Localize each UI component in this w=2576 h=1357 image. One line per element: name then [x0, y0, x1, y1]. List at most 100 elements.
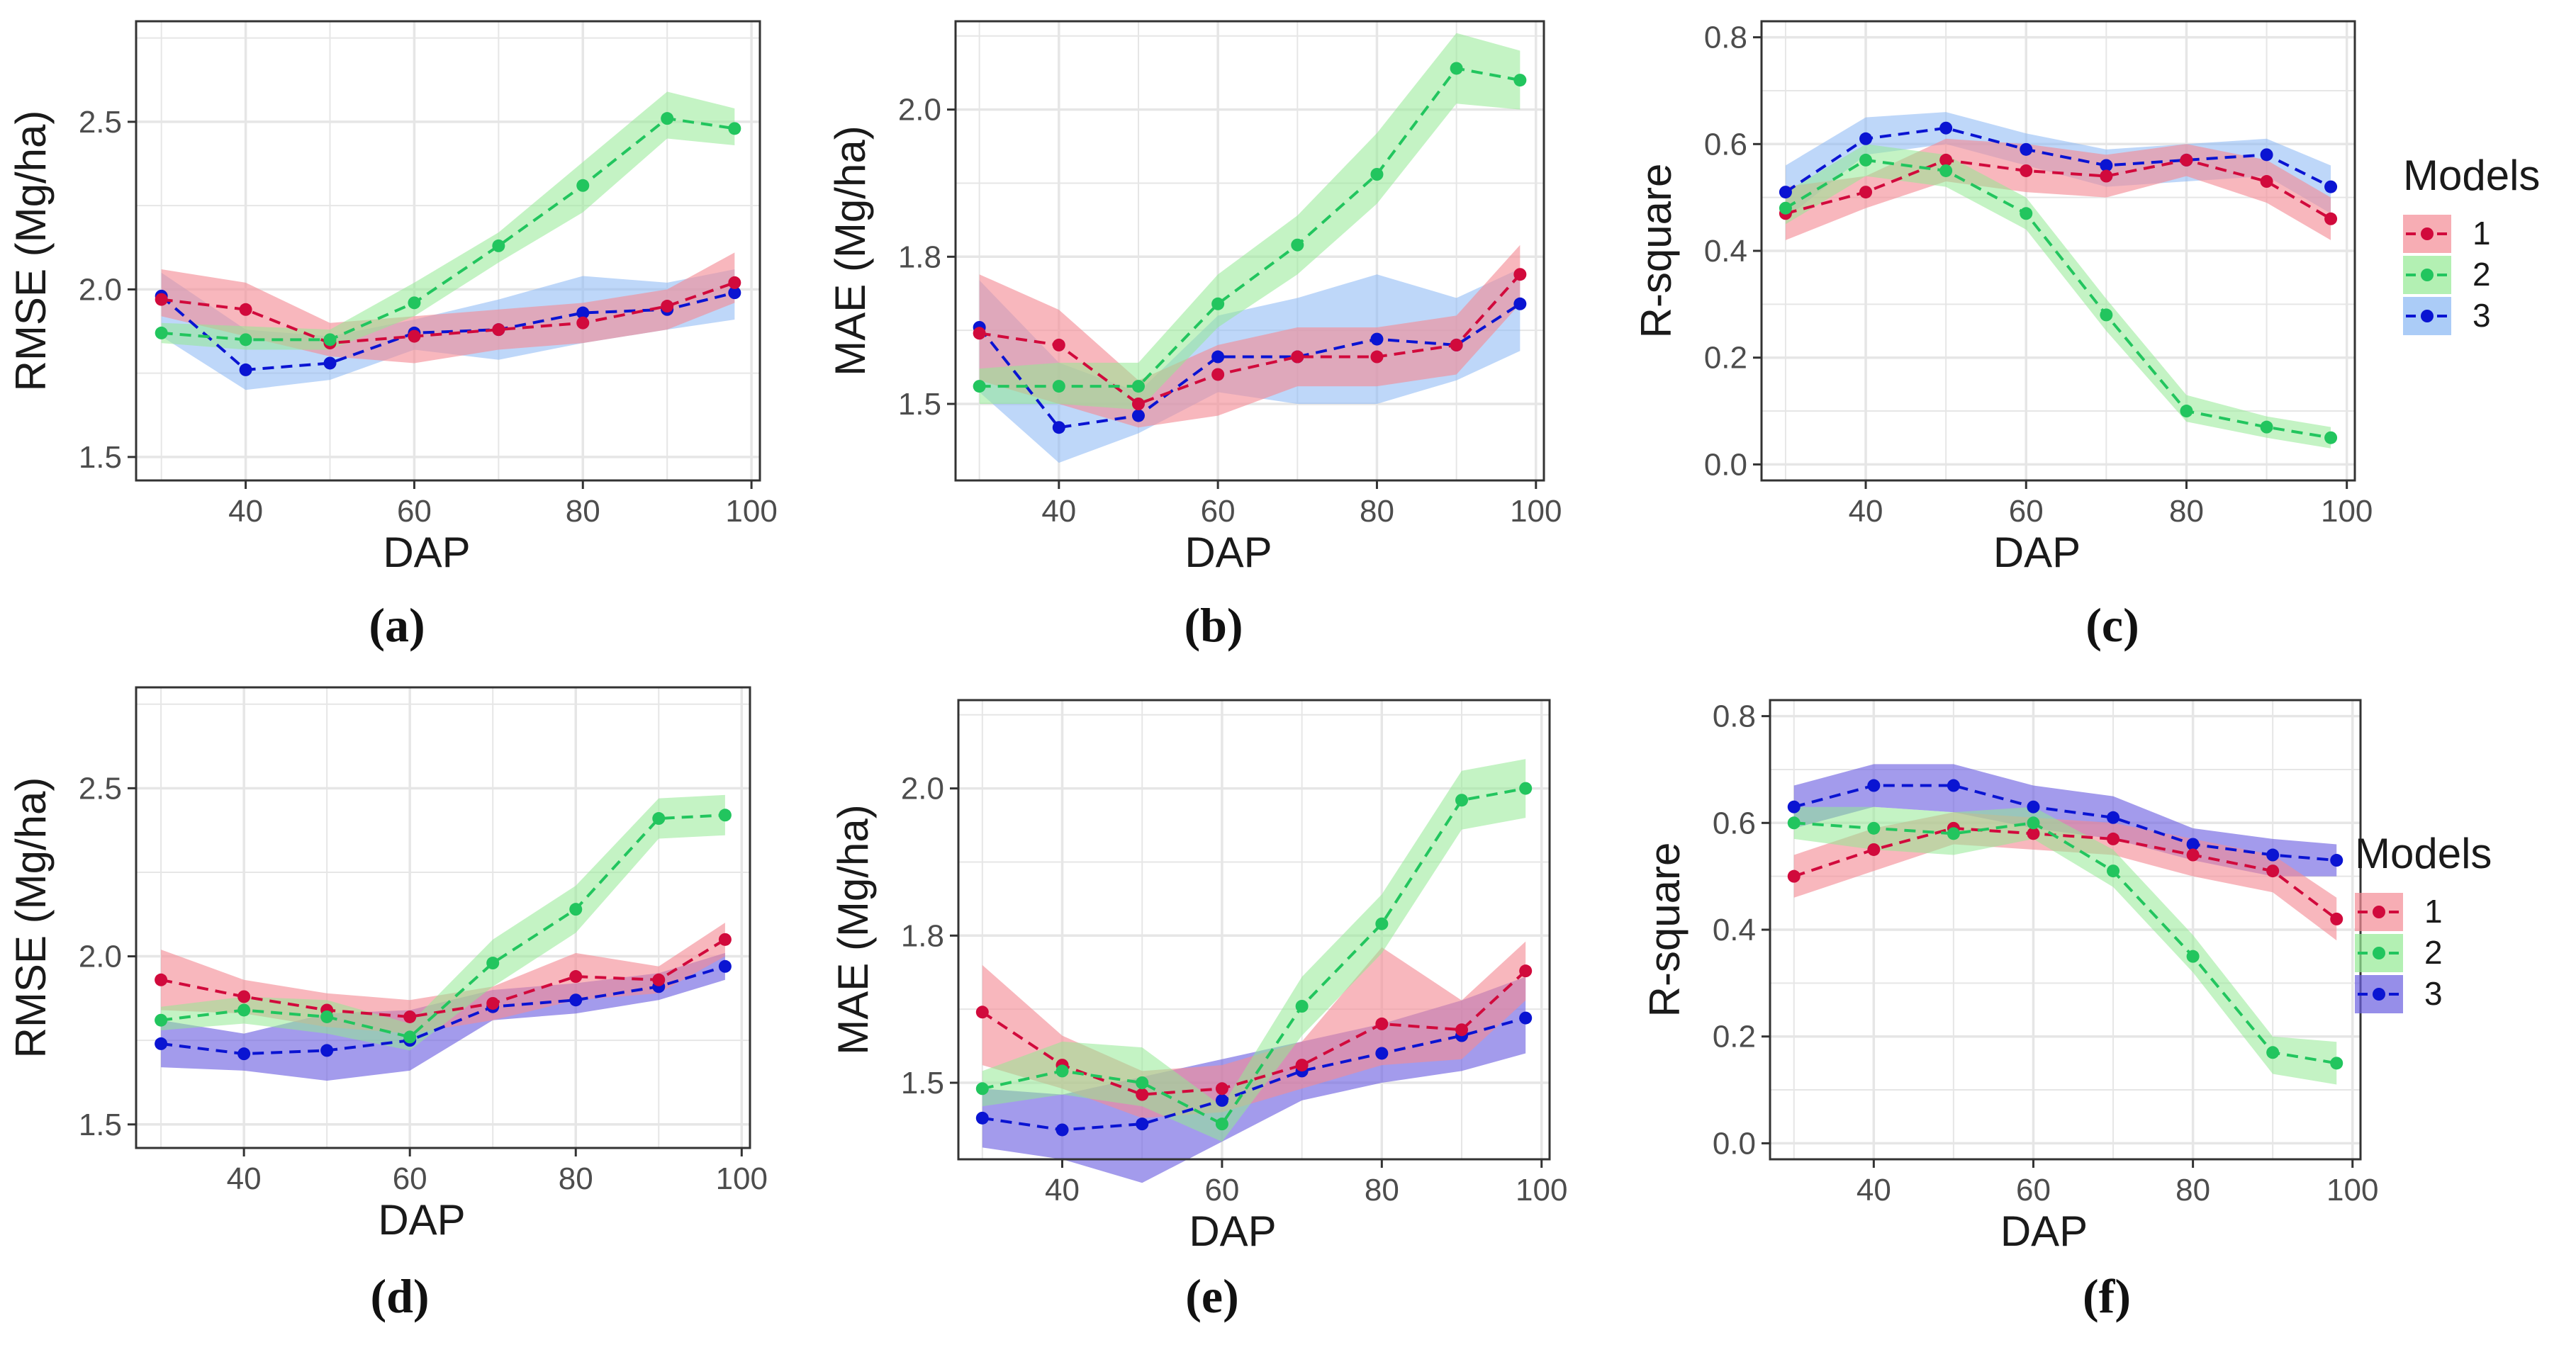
point-model-1: [975, 1006, 989, 1019]
plot-border: [135, 686, 751, 1149]
y-axis-title: RMSE (Mg/ha): [7, 777, 55, 1059]
point-model-2: [569, 903, 583, 916]
point-model-2: [1291, 238, 1304, 252]
point-model-1: [1519, 964, 1533, 978]
point-model-2: [973, 380, 986, 393]
point-model-1: [408, 330, 421, 343]
point-model-2: [486, 957, 500, 970]
x-axis-title: DAP: [1185, 529, 1272, 576]
line-model-3: [160, 964, 726, 1056]
y-tick-label: 1.5: [79, 440, 122, 475]
plot-border: [957, 699, 1551, 1161]
point-model-2: [155, 1013, 168, 1027]
point-model-3: [1215, 1093, 1228, 1107]
y-tick-label: 2.5: [79, 105, 122, 140]
line-model-2: [979, 67, 1521, 388]
point-model-1: [486, 996, 500, 1010]
legend-point-1: [2373, 906, 2385, 918]
point-model-1: [2330, 912, 2343, 925]
band-model-2: [161, 91, 735, 350]
point-model-3: [728, 286, 741, 300]
point-model-1: [652, 973, 666, 986]
legend-label-3: 3: [2473, 297, 2491, 334]
y-tick-label: 2.5: [79, 771, 122, 806]
x-tick-label: 40: [1857, 1173, 1891, 1207]
x-tick-label: 80: [566, 494, 600, 529]
legend-point-2: [2373, 947, 2385, 959]
point-model-1: [1513, 268, 1527, 281]
point-model-1: [2266, 865, 2280, 878]
point-model-2: [1947, 827, 1960, 840]
point-model-3: [323, 356, 337, 370]
point-model-2: [1055, 1064, 1069, 1078]
panel-label: (c): [2085, 598, 2139, 652]
point-model-1: [661, 300, 674, 313]
x-tick-label: 100: [716, 1161, 768, 1196]
legend-label-2: 2: [2473, 256, 2491, 293]
point-model-2: [2330, 1057, 2343, 1070]
y-axis-title: MAE (Mg/ha): [829, 804, 877, 1054]
x-tick-label: 100: [2326, 1173, 2378, 1207]
point-model-3: [1055, 1123, 1069, 1137]
y-tick-label: 0.8: [1713, 699, 1756, 734]
x-tick-label: 100: [725, 494, 777, 529]
point-model-3: [2330, 854, 2343, 867]
point-model-2: [2107, 865, 2120, 878]
y-tick-label: 0.2: [1713, 1020, 1756, 1054]
point-model-3: [718, 959, 732, 973]
legend-label-3: 3: [2424, 975, 2443, 1012]
plot-border: [135, 20, 761, 482]
point-model-1: [403, 1010, 417, 1023]
point-model-2: [1136, 1076, 1149, 1089]
point-model-1: [1450, 338, 1463, 351]
point-model-2: [576, 179, 590, 192]
point-model-2: [652, 812, 666, 826]
legend-point-3: [2373, 988, 2385, 1001]
point-model-2: [1052, 380, 1065, 393]
y-axis-title: RMSE (Mg/ha): [7, 111, 55, 392]
y-axis-title: MAE (Mg/ha): [827, 125, 874, 376]
point-model-2: [718, 809, 732, 822]
point-model-2: [1513, 74, 1527, 87]
point-model-2: [728, 122, 741, 135]
y-tick-label: 0.4: [1704, 234, 1747, 269]
line-model-3: [1793, 784, 2337, 862]
x-tick-label: 60: [1204, 1173, 1239, 1207]
point-model-1: [2020, 164, 2033, 177]
point-model-2: [1787, 816, 1801, 830]
point-model-2: [1859, 153, 1873, 167]
point-model-2: [1295, 1000, 1309, 1013]
point-model-2: [2260, 420, 2273, 434]
line-model-2: [160, 813, 725, 1039]
point-model-3: [1947, 779, 1960, 792]
x-tick-label: 80: [559, 1161, 593, 1196]
point-model-1: [2260, 175, 2273, 188]
x-tick-label: 100: [1510, 494, 1562, 529]
y-axis-title: R-square: [1633, 164, 1680, 339]
point-model-3: [320, 1044, 334, 1057]
line-model-3: [982, 1016, 1526, 1132]
legend-point-1: [2421, 227, 2434, 240]
plot-area: [136, 21, 760, 480]
y-tick-label: 1.8: [898, 240, 941, 274]
x-tick-label: 80: [1360, 494, 1394, 529]
point-model-2: [975, 1082, 989, 1096]
point-model-3: [1779, 186, 1792, 199]
y-tick-label: 2.0: [79, 272, 122, 307]
x-tick-label: 60: [2016, 1173, 2051, 1207]
point-model-2: [1779, 201, 1792, 215]
point-model-2: [1455, 794, 1469, 807]
point-model-3: [2107, 811, 2120, 824]
point-model-1: [1859, 186, 1873, 199]
y-axis-title: R-square: [1641, 843, 1689, 1018]
point-model-3: [975, 1111, 989, 1125]
legend-point-3: [2421, 310, 2434, 322]
x-tick-label: 40: [228, 494, 263, 529]
band-model-2: [1793, 806, 2337, 1085]
point-model-1: [237, 990, 251, 1003]
point-model-1: [1136, 1088, 1149, 1101]
point-model-2: [492, 239, 505, 252]
x-tick-label: 40: [227, 1161, 262, 1196]
point-model-2: [1211, 297, 1225, 310]
y-tick-label: 1.8: [901, 918, 944, 953]
